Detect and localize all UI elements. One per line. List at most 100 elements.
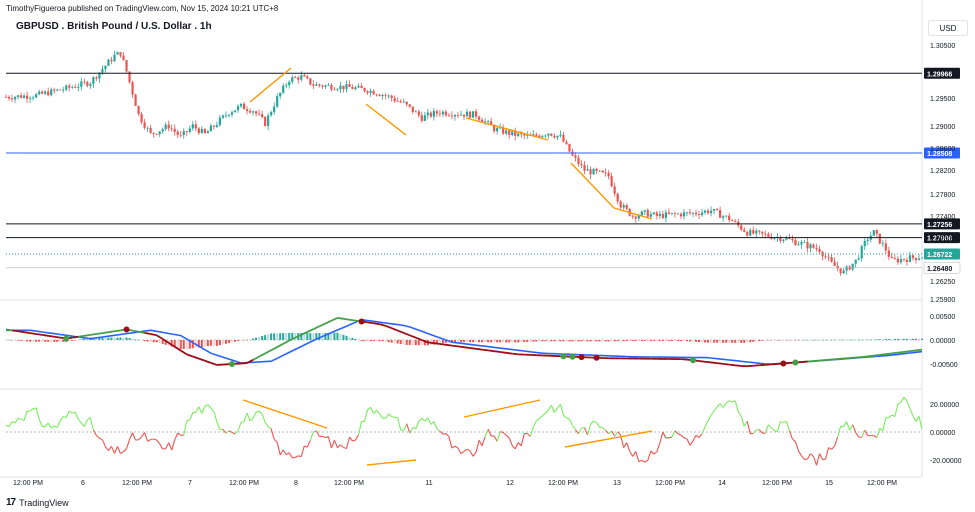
oscillator-segment [541,412,546,417]
macd-fast-segment [144,332,151,335]
macd-histogram-bar [252,338,255,340]
oscillator-segment [611,430,616,437]
candle-body [426,112,429,116]
candle-body [619,201,622,208]
candle-body [806,242,809,249]
candle-body [622,205,625,208]
candle-body [779,236,782,241]
oscillator-segment [225,430,230,434]
candle-body [116,52,119,55]
currency-button[interactable]: USD [928,20,968,36]
footer-logo-text[interactable]: TradingView [19,497,69,508]
macd-histogram-bar [354,338,357,340]
candle-body [703,210,707,213]
macd-histogram-bar [83,338,86,340]
macd-histogram-bar [502,340,505,343]
oscillator-segment [74,412,79,420]
oscillator-segment [337,444,341,449]
candle-body [140,113,143,123]
macd-histogram-bar [661,340,664,342]
oscillator-segment [882,417,887,431]
candle-body [782,239,785,241]
macd-histogram-bar [734,340,737,343]
macd-histogram-bar [56,340,59,342]
candle-body [254,111,258,114]
candle-body [899,259,903,263]
candle-body [902,259,906,260]
macd-histogram-bar [342,334,345,340]
macd-histogram-bar [306,333,309,340]
macd-cross-dot [123,326,130,333]
candle-body [408,104,411,107]
candle-body [351,86,354,90]
macd-fast-segment [457,345,465,349]
oscillator-segment [605,430,610,435]
candle-body [803,242,806,243]
macd-histogram-bar [890,338,893,340]
macd-histogram-bar [767,340,770,341]
macd-histogram-bar [246,340,249,341]
candle-body [134,94,137,107]
candle-body [719,210,722,218]
candle-body [815,247,818,250]
candle-body [417,111,420,116]
macd-fast-segment [903,350,911,353]
oscillator-segment [785,421,790,431]
macd-fast-segment [96,332,103,335]
macd-histogram-bar [881,339,884,340]
macd-histogram-bar [613,340,616,342]
oscillator-segment [514,442,519,450]
oscillator-segment [722,402,727,408]
macd-histogram-bar [845,339,848,341]
macd-fast-segment [108,330,115,334]
oscillator-segment [222,428,227,434]
macd-histogram-bar [556,340,559,342]
oscillator-segment [593,420,597,424]
candle-body [137,106,140,114]
macd-histogram-bar [402,340,405,345]
oscillator-segment [177,432,182,436]
oscillator-segment [385,413,390,419]
candle-body [893,258,896,259]
candle-body [598,170,601,172]
candle-body [369,90,372,93]
macd-histogram-bar [565,340,568,342]
macd-histogram-bar [188,340,191,349]
candle-body [505,130,508,134]
candle-body [282,85,285,93]
candle-body [462,114,466,117]
candle-body [7,97,11,99]
oscillator-segment [575,429,579,435]
candle-body [399,101,402,103]
candle-body [691,212,695,214]
oscillator-segment [584,427,589,436]
macd-histogram-bar [541,340,544,342]
macd-fast-segment [150,333,157,337]
candle-body [649,214,652,217]
candle-body [80,81,83,87]
macd-fast-segment [506,351,513,355]
candle-body [827,256,830,258]
candle-body [155,133,158,135]
trend-line [365,103,407,136]
oscillator-segment [590,420,594,425]
macd-histogram-bar [679,340,682,342]
macd-axis-tick-label: 0.00500 [930,314,955,321]
oscillator-segment [80,422,85,427]
macd-fast-segment [288,336,296,342]
macd-histogram-bar [707,340,710,343]
macd-histogram-bar [375,340,378,342]
candle-body [176,131,179,135]
macd-histogram-bar [830,339,833,341]
oscillator-segment [213,411,218,423]
candle-body [812,244,815,248]
oscillator-segment [29,408,34,412]
candle-body [917,258,921,260]
candle-body [22,95,26,98]
oscillator-segment [379,413,384,419]
oscillator-segment [433,421,438,429]
candle-body [209,125,212,132]
macd-cross-dot [578,354,585,361]
macd-histogram-bar [917,338,920,340]
